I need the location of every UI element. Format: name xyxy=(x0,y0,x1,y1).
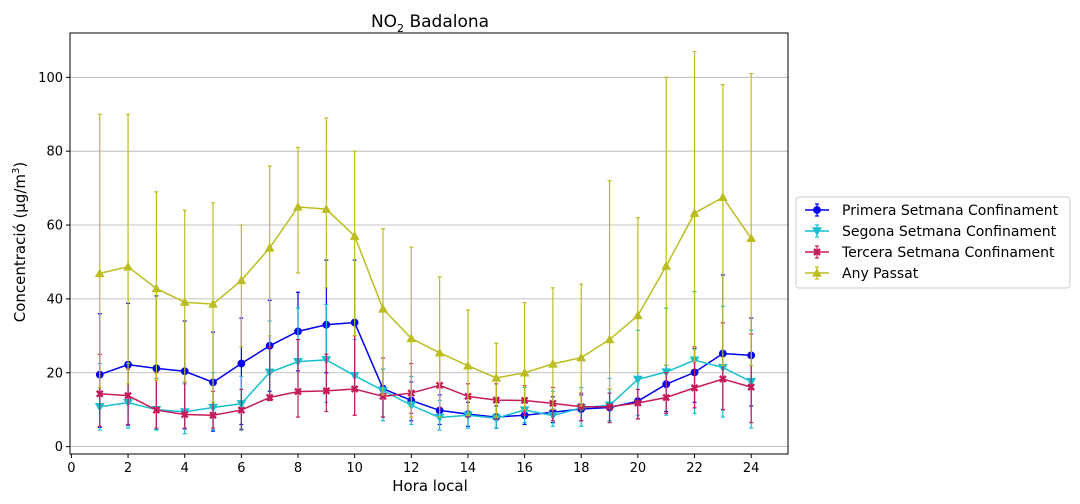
x-tick-label-10: 10 xyxy=(346,461,363,476)
data-point xyxy=(293,201,303,211)
legend-label-3: Tercera Setmana Confinament xyxy=(841,245,1055,261)
data-point xyxy=(124,391,132,400)
data-point xyxy=(378,303,388,313)
data-point xyxy=(719,375,727,383)
data-point xyxy=(633,375,643,385)
legend-frame xyxy=(795,196,1071,289)
x-tick-label-20: 20 xyxy=(630,461,647,476)
y-tick-label-60: 60 xyxy=(46,219,63,234)
legend-marker xyxy=(812,267,822,277)
plot-frame xyxy=(69,32,789,455)
series-1-line xyxy=(99,321,752,418)
series-layer xyxy=(94,50,757,435)
legend-marker xyxy=(813,206,821,214)
data-point xyxy=(605,402,614,411)
legend-item-3: Tercera Setmana Confinament xyxy=(805,245,1055,261)
y-axis-label: Concentració (µg/m3) xyxy=(11,162,29,323)
data-point xyxy=(718,192,728,202)
data-point xyxy=(633,310,643,320)
data-point xyxy=(690,384,699,392)
data-point xyxy=(604,334,615,344)
x-tick-label-2: 2 xyxy=(124,461,132,476)
y-tick-label-100: 100 xyxy=(38,71,63,86)
data-point xyxy=(322,387,331,395)
data-point xyxy=(463,360,473,370)
data-point xyxy=(747,383,756,392)
series-3 xyxy=(95,322,756,431)
legend-marker xyxy=(812,227,822,237)
data-point xyxy=(661,260,672,270)
x-tick-label-4: 4 xyxy=(181,461,189,476)
x-tick-label-22: 22 xyxy=(686,461,703,476)
x-axis-label: Hora local xyxy=(392,477,468,495)
data-point xyxy=(689,208,700,217)
y-tick-label-20: 20 xyxy=(46,366,63,381)
y-tick-label-40: 40 xyxy=(46,292,63,307)
x-tick-label-12: 12 xyxy=(403,461,420,476)
data-point xyxy=(434,347,445,357)
data-point xyxy=(123,261,133,271)
data-point xyxy=(236,275,247,285)
y-tick-label-0: 0 xyxy=(55,440,63,455)
data-point xyxy=(577,402,586,411)
x-tick-label-0: 0 xyxy=(67,461,75,476)
data-point xyxy=(152,406,161,414)
data-point xyxy=(180,410,189,419)
legend-item-4: Any Passat xyxy=(805,266,919,282)
data-point xyxy=(548,358,558,368)
data-point xyxy=(491,372,502,382)
data-point xyxy=(519,367,530,377)
data-point xyxy=(265,393,274,402)
data-point xyxy=(746,233,757,243)
series-2-line xyxy=(99,359,752,419)
data-point xyxy=(237,359,246,368)
data-point xyxy=(95,389,104,398)
series-2 xyxy=(94,290,757,435)
series-3-line xyxy=(99,378,752,416)
data-point xyxy=(576,352,587,362)
series-2-errorbars xyxy=(97,290,754,435)
data-point xyxy=(209,411,217,420)
legend-label-2: Segona Setmana Confinament xyxy=(842,224,1057,240)
y-tick-label-80: 80 xyxy=(46,145,63,160)
data-point xyxy=(662,393,671,402)
legend-label-4: Any Passat xyxy=(842,266,919,282)
x-tick-label-16: 16 xyxy=(516,461,533,476)
data-point xyxy=(94,268,105,278)
data-point xyxy=(208,299,218,308)
data-point xyxy=(321,204,332,213)
data-point xyxy=(406,333,417,343)
x-tick-label-6: 6 xyxy=(237,461,245,476)
legend-marker xyxy=(813,248,821,256)
x-tick-label-8: 8 xyxy=(294,461,302,476)
legend-item-2: Segona Setmana Confinament xyxy=(805,224,1057,240)
legend-label-1: Primera Setmana Confinament xyxy=(842,203,1059,219)
x-tick-label-18: 18 xyxy=(573,461,590,476)
data-point xyxy=(264,242,275,252)
data-point xyxy=(634,399,642,407)
series-4-line xyxy=(99,196,752,379)
data-point xyxy=(349,231,360,240)
legend: Primera Setmana Confinament Segona Setman… xyxy=(795,196,1071,289)
x-tick-label-24: 24 xyxy=(743,461,760,476)
series-4 xyxy=(94,50,757,418)
data-point xyxy=(151,283,162,293)
grid-lines xyxy=(70,76,788,448)
chart-title: NO2 Badalona xyxy=(371,12,489,35)
data-point xyxy=(294,387,302,396)
data-point xyxy=(237,406,246,414)
series-4-errorbars xyxy=(97,50,754,418)
data-point xyxy=(179,297,190,306)
x-tick-label-14: 14 xyxy=(460,461,477,476)
legend-item-1: Primera Setmana Confinament xyxy=(805,203,1059,219)
data-point xyxy=(350,385,359,393)
